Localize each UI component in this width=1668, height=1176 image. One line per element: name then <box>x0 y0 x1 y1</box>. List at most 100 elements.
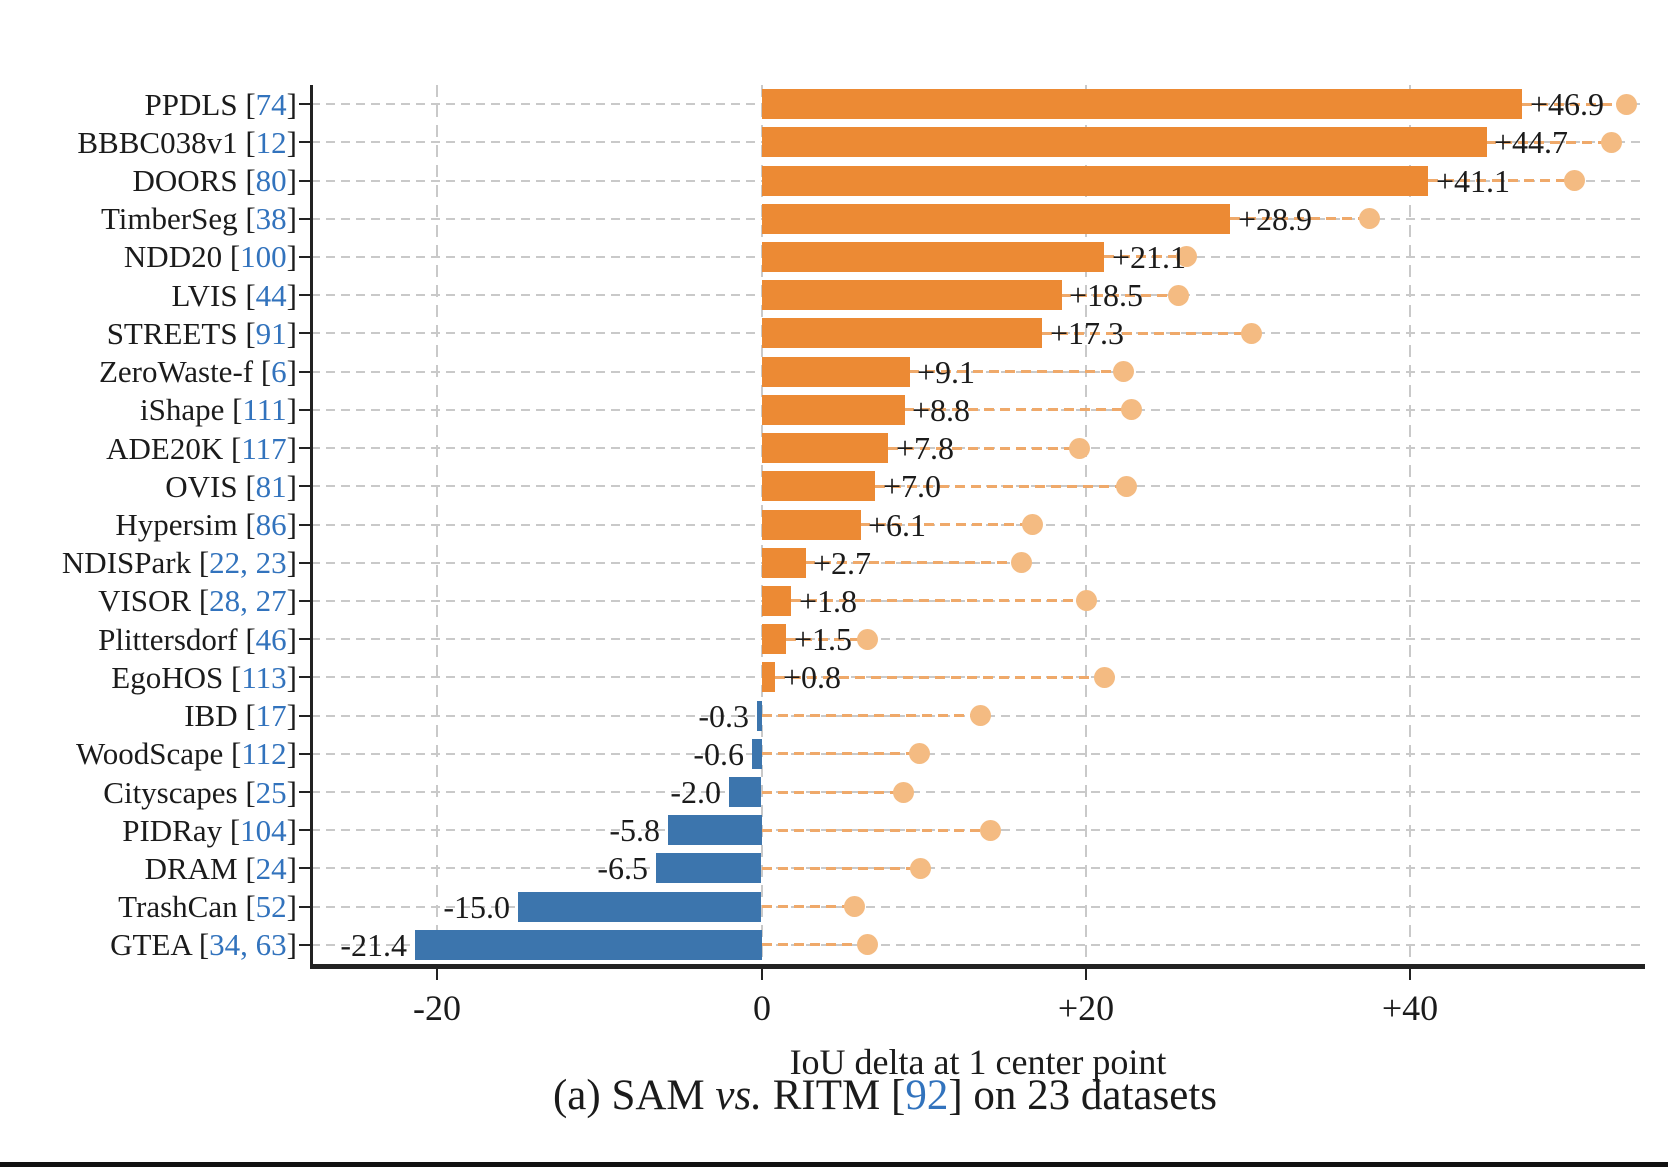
citation-link[interactable]: 117 <box>241 430 287 466</box>
dataset-name: BBBC038v1 <box>77 124 238 160</box>
y-tick <box>299 332 311 335</box>
dataset-name: PPDLS <box>144 86 238 122</box>
citation-link[interactable]: 34, 63 <box>209 927 287 963</box>
value-label: +9.1 <box>917 353 976 390</box>
bar <box>762 165 1428 196</box>
citation-bracket: [ <box>222 239 241 275</box>
citation-bracket: [ <box>237 774 256 810</box>
citation-bracket: [ <box>237 850 256 886</box>
citation-link[interactable]: 28, 27 <box>209 583 287 619</box>
dataset-name: PIDRay <box>122 812 223 848</box>
dataset-name: Hypersim <box>115 507 238 542</box>
dataset-name: iShape <box>140 392 225 428</box>
citation-link[interactable]: 80 <box>255 163 287 199</box>
oracle-connector <box>786 637 867 641</box>
citation-link[interactable]: 74 <box>255 86 287 122</box>
citation-link[interactable]: 100 <box>240 239 287 275</box>
citation-link[interactable]: 25 <box>255 774 287 810</box>
citation-link[interactable]: 112 <box>241 736 287 772</box>
citation-bracket: [ <box>191 927 210 963</box>
citation-bracket: ] <box>286 621 297 657</box>
row-gridline <box>311 752 1645 755</box>
citation-bracket: [ <box>191 583 210 619</box>
citation-bracket: ] <box>286 545 297 581</box>
dataset-name: ZeroWaste-f <box>98 354 254 390</box>
oracle-connector <box>762 714 981 718</box>
citation-link[interactable]: 6 <box>271 354 287 390</box>
oracle-connector <box>762 943 867 947</box>
dataset-name: Plittersdorf <box>98 621 238 657</box>
y-axis-label: WoodScape [112] <box>76 738 297 769</box>
oracle-dot <box>1600 131 1622 153</box>
y-axis-label: Cityscapes [25] <box>103 777 297 808</box>
bar <box>762 471 875 502</box>
dataset-name: DOORS <box>132 163 238 199</box>
caption-bracket: [ <box>890 1072 906 1119</box>
citation-link[interactable]: 111 <box>242 392 287 428</box>
citation-link[interactable]: 52 <box>255 889 287 925</box>
dataset-name: STREETS <box>106 315 238 351</box>
value-label: -0.3 <box>698 697 749 734</box>
oracle-connector <box>860 523 1032 526</box>
y-axis-label: DRAM [24] <box>145 853 297 884</box>
citation-bracket: [ <box>223 736 242 772</box>
x-tick-label: 0 <box>753 988 771 1028</box>
value-label: +1.5 <box>794 621 853 658</box>
oracle-dot <box>1240 322 1262 344</box>
citation-bracket: ] <box>286 698 297 734</box>
y-axis-label: VISOR [28, 27] <box>98 585 297 616</box>
bar <box>668 815 762 846</box>
bar <box>762 433 888 464</box>
citation-link[interactable]: 44 <box>255 277 287 313</box>
dataset-name: OVIS <box>165 468 238 504</box>
citation-bracket: [ <box>191 545 210 581</box>
bar <box>656 853 761 884</box>
value-label: +6.1 <box>868 506 927 543</box>
y-axis-label: NDD20 [100] <box>124 241 297 272</box>
row-gridline <box>311 905 1645 908</box>
bar <box>762 394 905 425</box>
citation-bracket: [ <box>223 430 242 466</box>
y-tick <box>299 103 311 106</box>
caption-citation-link[interactable]: 92 <box>905 1072 949 1119</box>
citation-bracket: ] <box>286 889 297 925</box>
citation-bracket: ] <box>286 812 297 848</box>
citation-bracket: ] <box>286 163 297 199</box>
oracle-dot <box>1112 361 1134 383</box>
citation-link[interactable]: 104 <box>240 812 287 848</box>
citation-link[interactable]: 46 <box>255 621 287 657</box>
bar <box>762 89 1522 120</box>
oracle-connector <box>762 790 903 794</box>
citation-link[interactable]: 91 <box>255 315 287 351</box>
value-label: +41.1 <box>1436 162 1511 199</box>
value-label: +17.3 <box>1050 315 1125 352</box>
citation-link[interactable]: 113 <box>241 659 287 695</box>
caption-text: RITM <box>761 1072 891 1119</box>
y-tick <box>299 829 311 832</box>
bar <box>752 738 762 769</box>
citation-link[interactable]: 81 <box>255 468 287 504</box>
y-tick <box>299 523 311 526</box>
y-tick <box>299 676 311 679</box>
value-label: +46.9 <box>1530 86 1605 123</box>
citation-bracket: [ <box>237 468 256 504</box>
y-axis-label: DOORS [80] <box>133 165 298 196</box>
oracle-dot <box>1010 552 1032 574</box>
citation-link[interactable]: 86 <box>255 507 287 542</box>
citation-link[interactable]: 17 <box>255 698 287 734</box>
citation-link[interactable]: 38 <box>255 201 287 237</box>
citation-link[interactable]: 12 <box>255 124 287 160</box>
y-tick <box>299 752 311 755</box>
caption-bracket: ] <box>948 1072 963 1119</box>
citation-link[interactable]: 24 <box>255 850 287 886</box>
citation-bracket: ] <box>286 736 297 772</box>
y-axis-label: Plittersdorf [46] <box>98 624 297 655</box>
value-label: +7.8 <box>896 430 955 467</box>
bar <box>762 585 791 616</box>
bar <box>757 700 762 731</box>
y-tick <box>299 561 311 564</box>
citation-link[interactable]: 22, 23 <box>209 545 287 581</box>
oracle-connector <box>1486 140 1611 144</box>
y-tick <box>299 599 311 602</box>
